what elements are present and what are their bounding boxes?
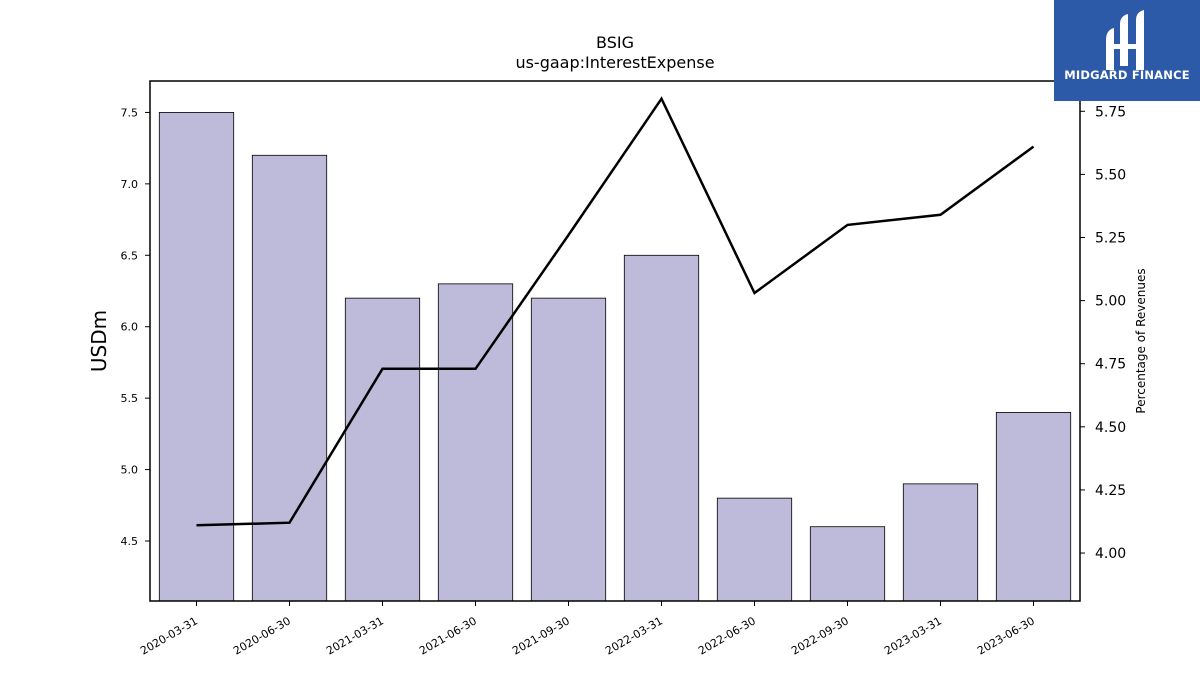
y-tick-label: 5.5 (121, 392, 139, 405)
y-tick-label: 6.5 (121, 249, 139, 262)
percentage-line (196, 96, 1035, 527)
x-tick-label: 2022-09-30 (789, 614, 851, 657)
y2-tick-label: 4.50 (1095, 420, 1126, 436)
y-axis-label: USDm (87, 310, 111, 372)
midgard-logo-icon (1106, 10, 1144, 70)
bar-2023-06-30 (995, 412, 1072, 602)
x-tick-label: 2023-03-31 (882, 614, 944, 657)
chart-subtitle: us-gaap:InterestExpense (515, 53, 714, 72)
y-tick-label: 5.0 (121, 464, 139, 477)
bar-2022-09-30 (809, 526, 886, 602)
bar-2022-06-30 (716, 497, 793, 602)
bars-group (158, 112, 1072, 602)
logo-text: MIDGARD FINANCE (1064, 68, 1190, 82)
x-axis: 2020-03-31 2020-06-30 2021-03-31 2021-06-30… (138, 601, 1037, 658)
y-axis-right: 4.00 4.25 4.50 4.75 5.00 5.25 5.50 5.75 (1080, 104, 1126, 562)
y2-tick-label: 5.75 (1095, 104, 1126, 120)
y2-tick-label: 5.25 (1095, 231, 1126, 247)
midgard-finance-logo: MIDGARD FINANCE (1054, 0, 1200, 101)
y-tick-label: 7.5 (121, 106, 139, 119)
bar-2021-06-30 (437, 283, 514, 602)
y2-tick-label: 5.50 (1095, 167, 1126, 183)
bar-2020-06-30 (251, 154, 328, 602)
y-tick-label: 4.5 (121, 535, 139, 548)
x-tick-label: 2021-03-31 (324, 614, 386, 657)
x-tick-label: 2022-06-30 (696, 614, 758, 657)
y2-tick-label: 4.75 (1095, 357, 1126, 373)
bar-2022-03-31 (623, 254, 700, 602)
y-axis-left: 4.5 5.0 5.5 6.0 6.5 7.0 7.5 (121, 106, 150, 548)
y2-tick-label: 4.00 (1095, 546, 1126, 562)
bar-2021-09-30 (530, 297, 607, 602)
line-group (196, 96, 1035, 527)
y2-tick-label: 5.00 (1095, 294, 1126, 310)
y-tick-label: 7.0 (121, 178, 139, 191)
x-tick-label: 2020-03-31 (138, 614, 200, 657)
x-tick-label: 2023-06-30 (975, 614, 1037, 657)
y2-axis-label: Percentage of Revenues (1134, 268, 1148, 413)
x-tick-label: 2020-06-30 (231, 614, 293, 657)
x-tick-label: 2022-03-31 (603, 614, 665, 657)
bar-2023-03-31 (902, 483, 979, 602)
bar-2021-03-31 (344, 297, 421, 602)
y-tick-label: 6.0 (121, 321, 139, 334)
x-tick-label: 2021-09-30 (510, 614, 572, 657)
plot-frame (149, 80, 1081, 602)
bar-2020-03-31 (158, 112, 235, 602)
x-tick-label: 2021-06-30 (417, 614, 479, 657)
y2-tick-label: 4.25 (1095, 483, 1126, 499)
chart-title: BSIG (596, 33, 634, 52)
